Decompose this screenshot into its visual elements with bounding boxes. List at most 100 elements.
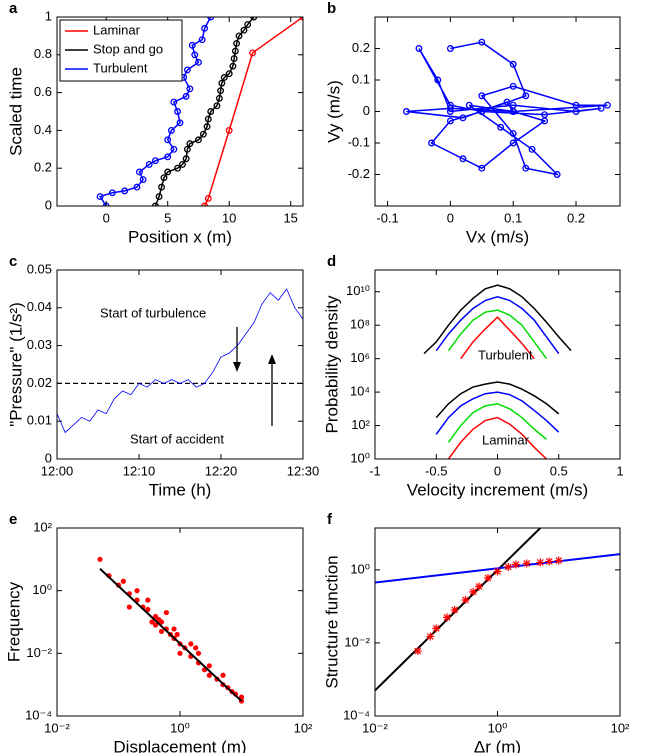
marker [170,98,178,106]
marker [160,174,168,182]
marker [446,45,454,52]
x-tick-label: 0.5 [550,463,568,478]
annotation: Laminar [482,432,530,447]
panel-letter: f [327,511,333,528]
panel-letter: d [327,253,336,270]
axes-frame [56,269,304,460]
star-marker [493,567,502,576]
plot-content [375,528,620,692]
marker [203,123,211,131]
marker [167,126,175,134]
point [174,631,180,638]
marker [179,160,186,168]
y-tick-label: 10⁻⁴ [343,707,370,722]
y-axis-label: Structure function [322,555,341,688]
marker [139,176,147,183]
series-line [460,316,535,360]
marker [201,24,209,32]
marker [199,130,207,138]
marker [541,117,549,125]
x-axis-label: Δr (m) [474,737,521,753]
marker [133,183,141,191]
star-marker [536,558,545,567]
plot-area [375,528,620,716]
x-tick-label: 10⁰ [170,720,190,735]
series-line [57,288,303,434]
marker [465,101,473,109]
point [206,663,212,669]
legend-label: Turbulent [93,60,148,75]
marker [509,139,517,147]
x-tick-label: 15 [283,210,297,225]
plot-content [96,17,303,206]
marker [145,160,153,168]
y-tick-label: 10⁰ [350,561,370,576]
marker [522,92,530,100]
series-line [406,41,608,176]
point [177,650,183,656]
y-axis-label: Scaled time [6,67,25,156]
marker [509,60,517,68]
plot-content [57,288,303,434]
point [195,650,202,656]
y-axis-label: Probability density [322,295,341,433]
point [158,628,165,635]
x-tick-label: 0 [103,210,110,225]
marker [164,168,172,176]
star-marker [426,632,435,641]
star-marker [475,582,484,591]
marker [402,108,410,115]
y-tick-label: 0.04 [27,299,52,314]
y-tick-label: 0 [45,197,52,212]
x-tick-label: -0.1 [376,210,398,225]
y-tick-label: 10⁰ [32,582,52,597]
arrow-head [233,362,241,372]
point [188,641,194,647]
x-axis-label: Vx (m/s) [466,227,529,246]
x-tick-label: 0 [447,210,454,225]
marker [135,168,143,176]
y-tick-label: -0.1 [348,134,370,149]
marker [225,126,233,134]
marker [231,47,239,55]
plot-content [402,38,611,178]
marker [198,36,206,44]
star-marker [545,557,554,566]
x-tick-label: 0 [494,463,501,478]
marker [220,74,228,81]
y-tick-label: 10² [33,519,52,534]
marker [183,145,191,153]
y-tick-label: 0.4 [34,122,52,137]
y-tick-label: 10¹⁰ [346,283,370,298]
star-marker [522,559,531,568]
x-tick-label: 5 [164,210,171,225]
series-line [435,381,560,419]
marker [233,40,241,47]
point [134,588,140,594]
marker [217,87,225,95]
marker [528,145,536,153]
marker [176,119,184,127]
panel-letter: b [327,0,336,17]
annotation: Turbulent [478,347,533,362]
axes-frame [56,16,304,207]
panel-letter: a [9,0,18,17]
series-line [98,17,212,206]
x-tick-label: 12:20 [205,463,238,478]
y-tick-label: 0.6 [34,84,52,99]
x-tick-label: 10⁻² [362,720,388,735]
panel: 12:00 12:10 12:20 12:30 0 0.01 0.02 0.03 0.04 0.0… [6,253,319,500]
point [238,694,245,700]
y-tick-label: 0 [363,103,370,118]
point [193,645,199,651]
y-tick-label: 10⁻⁴ [25,707,52,722]
panel: -1 -0.5 0 0.5 1 10⁰ 10² 10⁴ 10⁶ 10⁸ 10¹⁰ Velocity i… [322,253,623,500]
plot-content [97,556,245,704]
marker [194,136,202,144]
marker [503,98,511,106]
y-axis-label: "Pressure" (1/s²) [6,302,25,426]
point [97,556,103,562]
marker [174,108,181,115]
